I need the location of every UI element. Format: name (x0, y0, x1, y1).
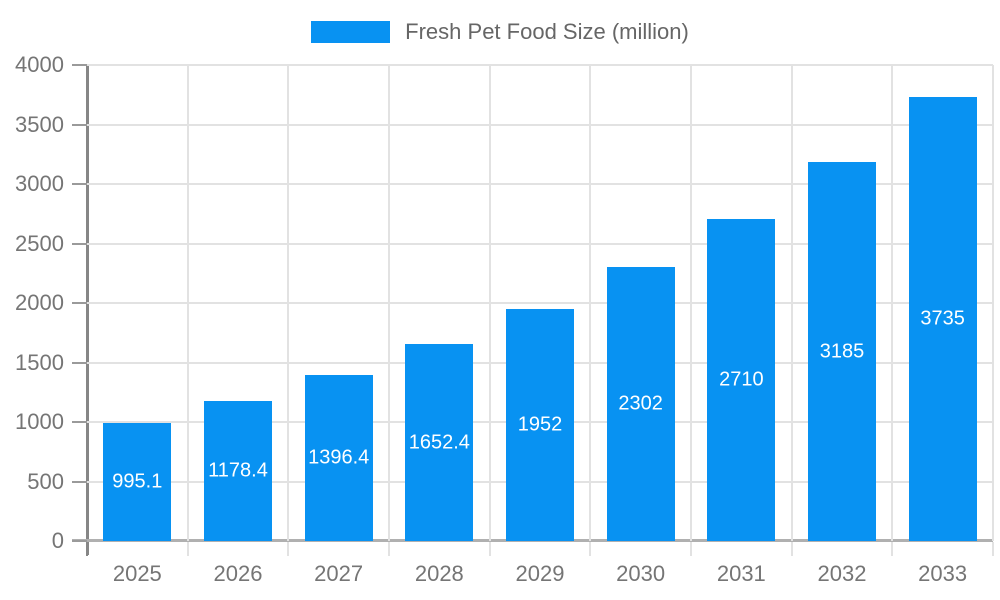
v-gridline (790, 65, 793, 541)
h-gridline (87, 242, 993, 245)
legend[interactable]: Fresh Pet Food Size (million) (0, 20, 1000, 44)
x-axis-label-2025: 2025 (112, 561, 162, 586)
legend-swatch-icon (311, 21, 391, 43)
h-gridline (87, 302, 993, 304)
y-axis-label: 4000 (15, 52, 64, 77)
h-gridline (87, 123, 993, 126)
x-axis-tick (388, 542, 390, 556)
y-axis-label: 1000 (15, 409, 64, 434)
y-axis-tick (72, 302, 87, 304)
x-axis-tick (86, 542, 88, 556)
x-axis-tick (287, 542, 290, 556)
h-gridline (87, 64, 993, 66)
x-axis-tick (992, 542, 994, 556)
x-axis-label-2027: 2027 (314, 561, 364, 586)
bar-2032[interactable]: 3185 (808, 162, 876, 541)
x-axis-label-2031: 2031 (716, 561, 766, 586)
x-axis-label-2032: 2032 (817, 561, 867, 586)
bar-value-label: 995.1 (112, 470, 163, 493)
y-axis-label: 0 (51, 528, 64, 553)
v-gridline (589, 65, 592, 541)
bar-2027[interactable]: 1396.4 (304, 374, 373, 541)
x-axis-tick (186, 542, 189, 556)
bar-value-label: 1178.4 (208, 459, 268, 482)
y-axis-tick (72, 361, 87, 364)
bar-2028[interactable]: 1652.4 (405, 344, 474, 541)
v-gridline (891, 65, 894, 541)
y-axis-label: 500 (27, 468, 64, 494)
bar-value-label: 1652.4 (408, 431, 470, 454)
y-axis-tick (72, 480, 87, 483)
x-axis-tick (488, 542, 491, 556)
x-axis-tick (690, 542, 692, 556)
bar-2029[interactable]: 1952 (506, 308, 574, 541)
y-axis-label: 2000 (15, 290, 64, 315)
bar-value-label: 1396.4 (308, 446, 370, 469)
x-axis-label-2028: 2028 (414, 561, 464, 586)
bar-2025[interactable]: 995.1 (103, 422, 172, 541)
y-axis-tick (72, 421, 87, 423)
v-gridline (690, 65, 692, 541)
x-axis-label-2033: 2033 (918, 561, 968, 586)
bar-value-label: 3735 (920, 307, 965, 330)
bar-value-label: 1952 (517, 413, 563, 436)
bar-value-label: 3185 (819, 340, 865, 362)
bar-2030[interactable]: 2302 (606, 267, 675, 541)
x-axis-tick (790, 542, 793, 556)
y-axis-label: 2500 (15, 230, 64, 256)
v-gridline (287, 65, 290, 541)
bar-2031[interactable]: 2710 (707, 218, 776, 541)
y-axis-label: 3500 (15, 111, 64, 137)
y-axis-line (86, 65, 89, 555)
y-axis-tick (72, 123, 87, 126)
y-axis-tick (72, 183, 87, 185)
x-axis-label-2026: 2026 (213, 561, 263, 586)
y-axis-tick (72, 64, 87, 66)
bar-value-label: 2302 (618, 392, 663, 415)
v-gridline (388, 65, 390, 541)
v-gridline (186, 65, 189, 541)
x-axis-label-2030: 2030 (616, 561, 666, 586)
x-axis-tick (589, 542, 592, 556)
bar-value-label: 2710 (719, 368, 764, 391)
y-axis-label: 3000 (15, 171, 64, 196)
legend-label: Fresh Pet Food Size (million) (405, 19, 689, 44)
y-axis-tick (72, 540, 87, 542)
v-gridline (992, 65, 994, 541)
y-axis-tick (72, 242, 87, 245)
h-gridline (87, 183, 993, 185)
bar-2033[interactable]: 3735 (908, 96, 977, 541)
plot-area: 995.1 1178.4 1396.4 1652.4 1952 2302 2710 3185 3… (87, 64, 994, 541)
v-gridline (488, 65, 491, 541)
bar-2026[interactable]: 1178.4 (204, 400, 272, 541)
x-axis-tick (891, 542, 894, 556)
x-axis-label-2029: 2029 (515, 561, 565, 586)
y-axis-label: 1500 (15, 349, 64, 375)
